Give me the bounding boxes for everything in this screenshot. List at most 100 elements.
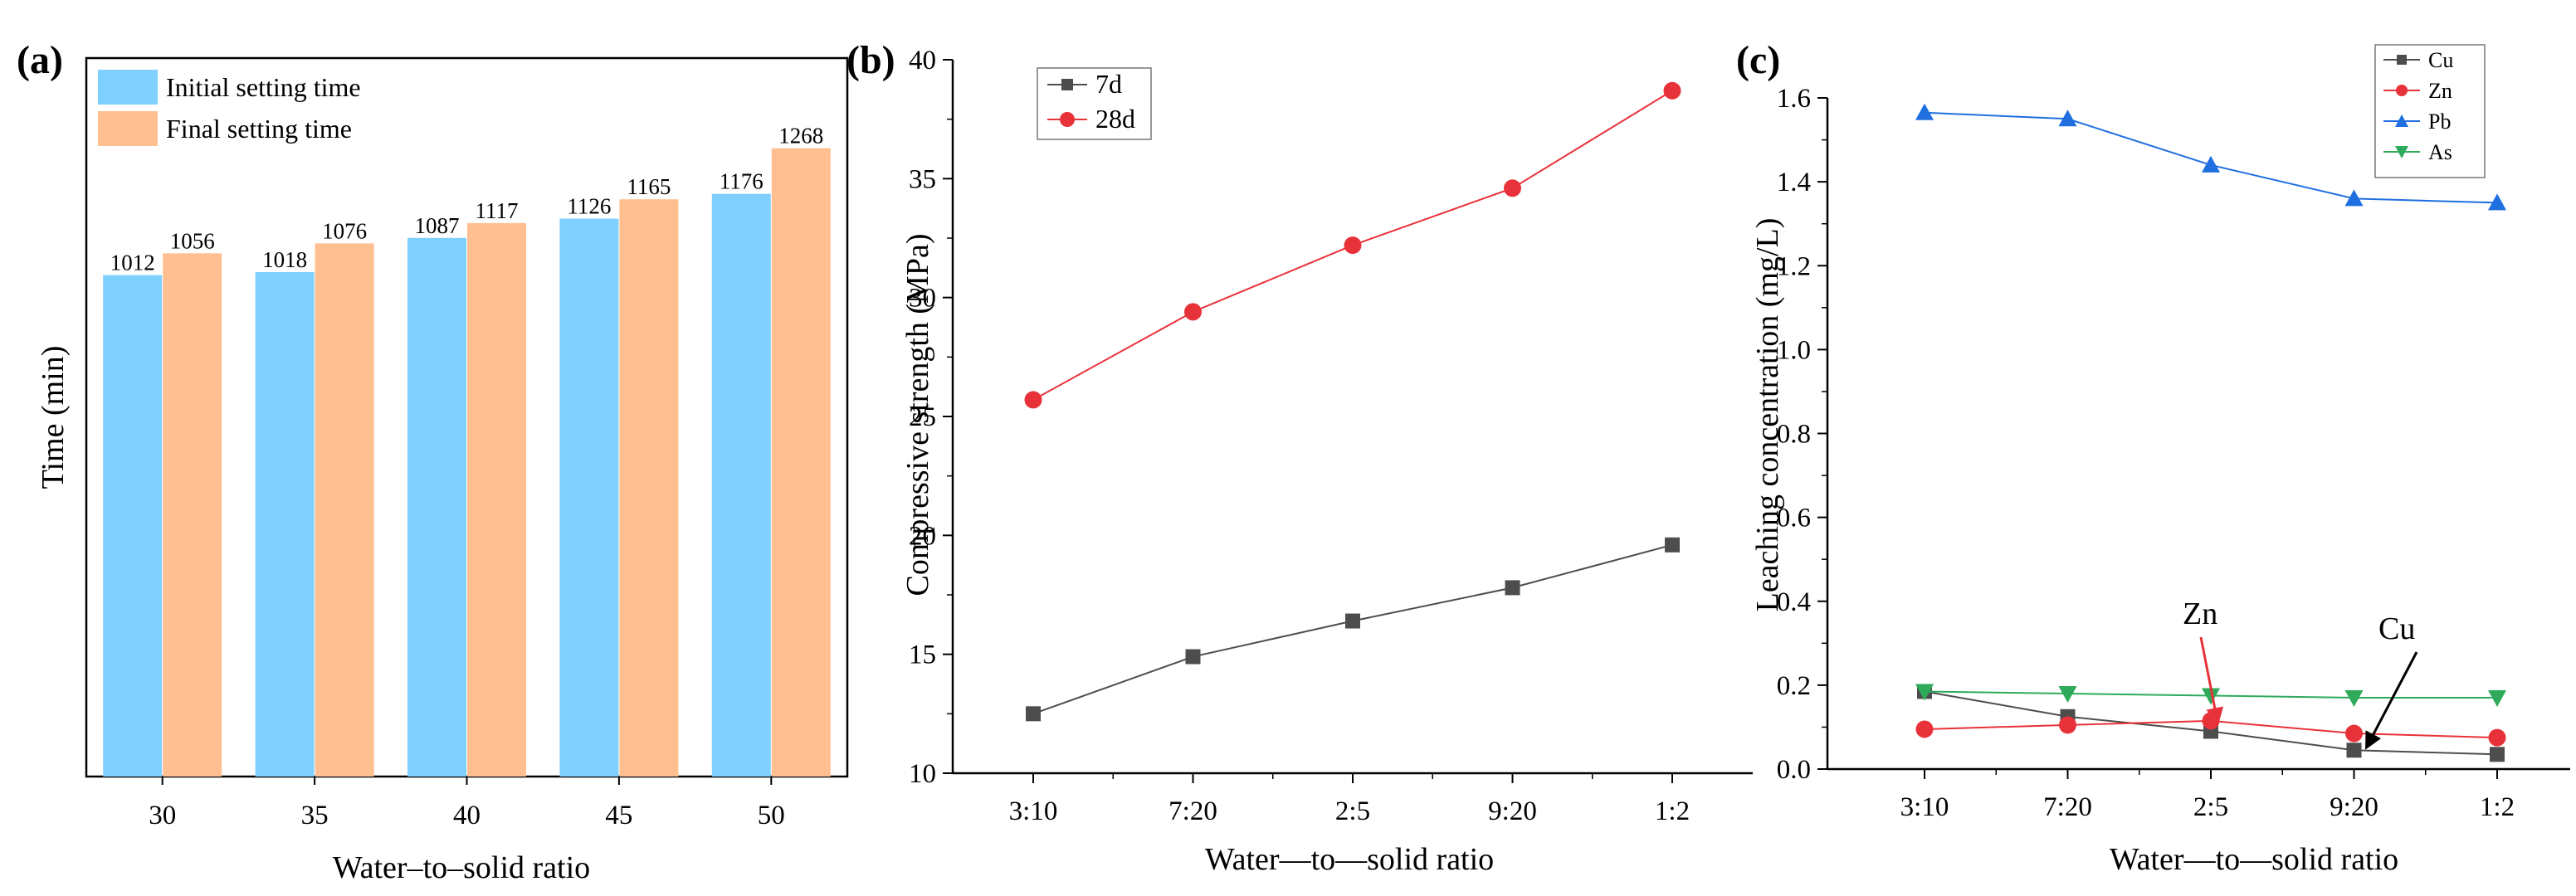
panel-b-x-ticks: 3:10 7:20 2:5 9:20 1:2	[1009, 773, 1690, 826]
panel-a-x-axis-title: Water–to–solid ratio	[333, 850, 590, 885]
y-tick-label: 1.4	[1777, 168, 1811, 197]
bar-final-40	[467, 222, 526, 777]
data-point-7d-3-10	[1026, 706, 1041, 722]
data-point-as-7-20	[2058, 685, 2077, 703]
panel-c-legend: Cu Zn Pb As	[2374, 44, 2486, 178]
bar-initial-30	[103, 275, 163, 777]
legend-marker-as	[2395, 146, 2408, 158]
x-tick-label: 35	[301, 801, 329, 830]
data-point-7d-9-20	[1505, 580, 1520, 596]
bar-final-30	[163, 253, 222, 777]
legend-label-pb: Pb	[2428, 110, 2451, 134]
y-tick-label: 20	[909, 521, 936, 551]
panel-a-letter: (a)	[17, 38, 63, 82]
data-point-zn-3-10	[1915, 720, 1934, 738]
panel-b-axes	[951, 60, 1753, 775]
x-tick-label: 40	[453, 801, 481, 830]
annotation-cu-arrow	[2365, 651, 2418, 750]
panel-b-series	[1024, 81, 1681, 722]
data-point-pb-2-5	[2202, 155, 2220, 173]
data-point-zn-9-20	[2345, 724, 2363, 743]
data-point-7d-7-20	[1185, 649, 1201, 665]
data-point-28d-3-10	[1024, 391, 1042, 409]
data-point-28d-1-2	[1663, 81, 1681, 100]
bar-initial-40	[407, 237, 466, 777]
y-tick-label: 0.0	[1777, 755, 1811, 785]
x-tick-label: 3:10	[1009, 796, 1058, 826]
bar-value-label: 1126	[567, 194, 611, 219]
legend-label-initial: Initial setting time	[166, 72, 361, 102]
y-tick-label: 10	[909, 759, 936, 789]
bar-initial-45	[559, 218, 619, 777]
data-point-7d-1-2	[1665, 537, 1680, 553]
x-tick-label: 45	[605, 801, 632, 830]
legend-label-zn: Zn	[2428, 79, 2452, 103]
data-point-zn-1-2	[2488, 728, 2506, 747]
bar-value-label: 1056	[170, 228, 215, 253]
panel-a-y-axis-title: Time (min)	[36, 346, 71, 489]
data-point-pb-7-20	[2058, 110, 2077, 127]
x-tick-label: 1:2	[1655, 796, 1690, 826]
panel-c-y-ticks: 0.0 0.2 0.4 0.6 0.8 1.0 1.2 1.4 1.6	[1777, 84, 1827, 785]
bar-final-50	[771, 148, 831, 777]
panel-a-bars	[103, 148, 831, 777]
data-point-zn-7-20	[2059, 716, 2076, 734]
x-tick-label: 2:5	[1335, 796, 1370, 826]
legend-marker-zn	[2396, 85, 2408, 96]
panel-a: (a) 1012 1056 1018 1076 1087 1117 1126 1165 1176…	[17, 38, 849, 885]
data-point-28d-2-5	[1344, 236, 1362, 255]
data-point-as-9-20	[2344, 690, 2364, 708]
bar-value-label: 1176	[720, 169, 764, 194]
x-tick-label: 30	[149, 801, 176, 830]
bar-final-45	[619, 199, 679, 777]
y-tick-label: 40	[909, 46, 936, 75]
x-tick-label: 1:2	[2480, 792, 2515, 822]
y-tick-label: 1.2	[1777, 251, 1811, 281]
bar-value-label: 1165	[627, 174, 671, 199]
panel-b-y-axis-title: Compressive strength (MPa)	[900, 234, 935, 597]
y-tick-label: 0.8	[1777, 420, 1811, 450]
panel-a-legend: Initial setting time Final setting time	[98, 70, 361, 146]
y-tick-label: 30	[909, 284, 936, 314]
legend-label-as: As	[2428, 140, 2452, 164]
bar-value-label: 1268	[778, 124, 823, 149]
y-tick-label: 35	[909, 164, 936, 194]
legend-label-cu: Cu	[2428, 48, 2453, 72]
x-tick-label: 50	[758, 801, 785, 830]
data-point-cu-1-2	[2490, 747, 2505, 762]
data-point-7d-2-5	[1345, 613, 1360, 629]
x-tick-label: 3:10	[1900, 792, 1949, 822]
annotation-zn-label: Zn	[2183, 597, 2217, 631]
data-point-cu-9-20	[2346, 743, 2362, 758]
legend-swatch-final	[98, 111, 158, 146]
data-point-pb-9-20	[2344, 189, 2364, 207]
legend-marker-7d	[1061, 79, 1073, 90]
panel-c-x-axis-title: Water—to—solid ratio	[2110, 842, 2398, 877]
data-point-pb-1-2	[2488, 193, 2506, 211]
bar-initial-50	[711, 193, 771, 777]
annotation-zn-arrow	[2199, 636, 2224, 726]
data-point-as-3-10	[1915, 684, 1934, 701]
y-tick-label: 0.6	[1777, 504, 1811, 533]
x-tick-label: 2:5	[2193, 792, 2228, 822]
bar-value-label: 1018	[262, 247, 307, 272]
y-tick-label: 15	[909, 640, 936, 670]
legend-marker-cu	[2397, 55, 2407, 65]
data-point-pb-3-10	[1915, 103, 1934, 120]
panel-b-legend-box	[1037, 67, 1152, 140]
legend-label-7d: 7d	[1095, 69, 1122, 99]
y-tick-label: 1.0	[1777, 335, 1811, 365]
panel-c: (c) 0.0 0.2 0.4 0.6 0.8 1.0 1.2 1.4 1.6 3:10 7:20…	[1736, 38, 2570, 877]
legend-label-final: Final setting time	[166, 114, 352, 144]
x-tick-label: 9:20	[2330, 792, 2378, 822]
panel-a-value-labels: 1012 1056 1018 1076 1087 1117 1126 1165 1176 1268	[110, 124, 824, 275]
x-tick-label: 7:20	[2043, 792, 2092, 822]
panel-c-annotations: Zn Cu	[2183, 597, 2418, 750]
y-tick-label: 25	[909, 402, 936, 432]
bar-value-label: 1076	[322, 218, 367, 243]
x-tick-label: 9:20	[1488, 796, 1537, 826]
legend-swatch-initial	[98, 70, 158, 105]
data-point-as-1-2	[2488, 690, 2506, 708]
y-tick-label: 1.6	[1777, 84, 1811, 114]
annotation-cu-label: Cu	[2378, 611, 2415, 646]
